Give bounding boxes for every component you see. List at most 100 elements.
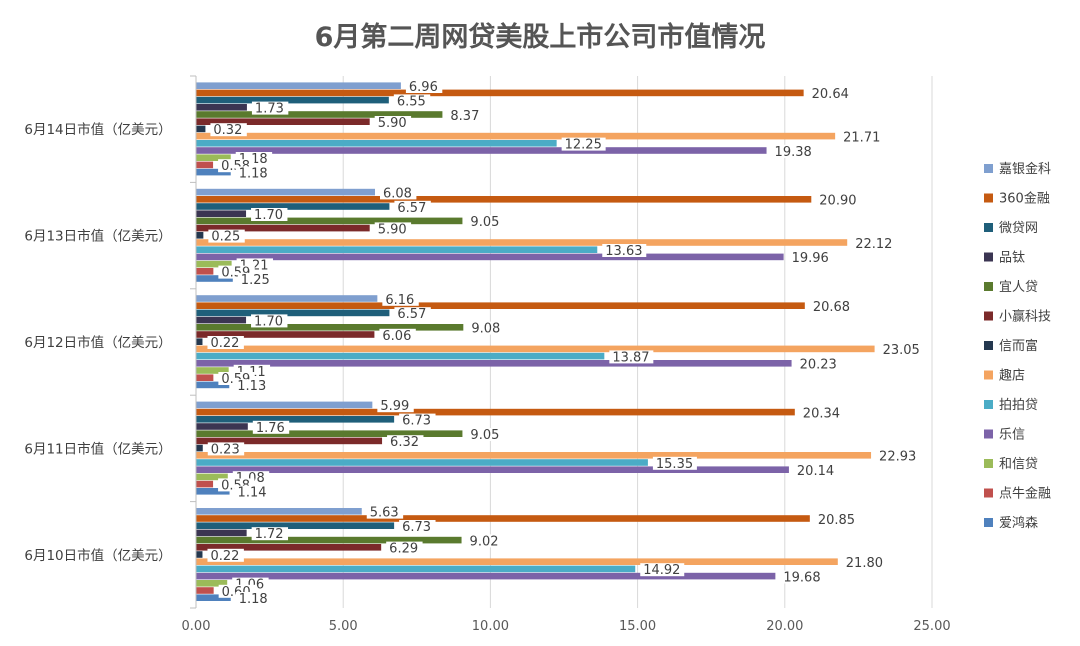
- data-label-background: [405, 80, 443, 93]
- bar: [196, 132, 836, 140]
- bar: [196, 89, 804, 97]
- bar: [196, 331, 375, 338]
- data-label: 0.25: [211, 230, 240, 245]
- bar: [196, 360, 792, 367]
- data-label-background: [251, 208, 288, 221]
- data-label: 6.57: [397, 307, 426, 322]
- legend-label: 拍拍贷: [999, 398, 1038, 413]
- data-label-background: [374, 116, 412, 129]
- data-label-background: [379, 328, 416, 342]
- data-label-background: [771, 144, 816, 158]
- data-label: 6.08: [383, 186, 412, 201]
- bar: [196, 253, 784, 261]
- bar: [196, 452, 872, 459]
- data-label-background: [852, 236, 897, 250]
- data-label: 6.73: [402, 414, 431, 429]
- bar: [196, 96, 389, 104]
- bar: [196, 401, 373, 409]
- bar: [196, 104, 247, 111]
- data-label: 19.68: [783, 570, 820, 585]
- bar: [196, 536, 462, 544]
- bar: [196, 580, 228, 587]
- data-label-background: [809, 300, 854, 313]
- bar: [196, 246, 598, 253]
- bar: [196, 188, 375, 196]
- bar: [196, 352, 605, 360]
- data-label: 5.90: [378, 116, 407, 131]
- data-label: 13.63: [605, 244, 642, 259]
- bar: [196, 488, 230, 495]
- data-label-background: [387, 435, 424, 449]
- bar: [196, 587, 214, 594]
- data-label-background: [235, 592, 273, 605]
- data-label: 9.05: [470, 428, 499, 443]
- data-label: 1.70: [254, 314, 283, 329]
- data-label-background: [652, 456, 697, 470]
- bar: [196, 515, 810, 522]
- data-label-background: [561, 137, 606, 151]
- bar: [196, 345, 875, 353]
- data-label-background: [399, 413, 436, 427]
- legend-label: 品钛: [999, 251, 1025, 266]
- data-label: 22.93: [879, 450, 916, 465]
- data-label: 23.05: [883, 343, 920, 358]
- data-label: 21.71: [843, 130, 880, 145]
- legend-swatch: [984, 193, 993, 203]
- legend-swatch: [984, 488, 993, 498]
- data-label-background: [876, 449, 921, 463]
- bar: [196, 125, 206, 133]
- bar: [196, 544, 382, 551]
- legend-label: 点牛金融: [999, 486, 1051, 502]
- data-label: 20.23: [800, 358, 837, 373]
- legend-label: 和信贷: [999, 457, 1038, 472]
- bar: [196, 381, 230, 389]
- category-label: 6月11日市值（亿美元）: [24, 440, 171, 457]
- legend-swatch: [984, 518, 993, 527]
- data-label: 1.70: [254, 208, 283, 223]
- data-label-background: [796, 357, 841, 371]
- data-label: 20.85: [818, 513, 855, 528]
- data-label: 1.18: [239, 166, 268, 181]
- data-label-background: [467, 428, 504, 441]
- data-label-background: [609, 350, 654, 364]
- data-label: 19.96: [792, 251, 829, 266]
- bar: [196, 324, 464, 331]
- legend-label: 嘉银金科: [999, 161, 1051, 177]
- data-label: 1.18: [239, 592, 268, 607]
- data-label-background: [207, 336, 244, 349]
- legend-swatch: [984, 459, 993, 468]
- legend-swatch: [984, 282, 993, 291]
- legend-swatch: [984, 311, 993, 321]
- data-label: 5.90: [378, 222, 407, 237]
- data-label-background: [399, 520, 436, 533]
- data-label: 15.35: [656, 457, 693, 472]
- bar: [196, 522, 395, 529]
- axes: 0.00 5.00 10.00 15.00 20.00 25.00 6月14日市值（亿美元）…: [24, 75, 951, 634]
- bar: [196, 430, 463, 437]
- data-label-background: [252, 420, 290, 434]
- data-label-background: [210, 123, 247, 137]
- bar: [196, 154, 231, 161]
- data-label-background: [382, 292, 419, 306]
- bar: [196, 367, 229, 374]
- bar: [196, 111, 443, 118]
- data-label-background: [251, 101, 289, 115]
- data-label: 6.06: [382, 329, 411, 344]
- legend-label: 宜人贷: [999, 280, 1038, 295]
- data-label: 20.90: [819, 194, 856, 209]
- category-label: 6月12日市值（亿美元）: [24, 334, 171, 351]
- data-labels: 6.96 20.64 6.55 1.73 8.37 5.90 0.32 21.71 12.25 1…: [207, 80, 924, 607]
- legend-label: 360金融: [999, 191, 1050, 207]
- legend-swatch: [984, 400, 993, 409]
- bar: [196, 196, 812, 203]
- bar: [196, 82, 401, 89]
- bar: [196, 480, 214, 488]
- legend-swatch: [984, 252, 993, 262]
- chart-title: 6月第二周网贷美股上市公司市值情况: [315, 21, 766, 53]
- data-label: 0.32: [213, 123, 242, 138]
- legend-label: 小赢科技: [999, 309, 1051, 325]
- x-tick-label: 20.00: [766, 619, 803, 634]
- legend-swatch: [984, 223, 993, 232]
- data-label: 13.87: [612, 350, 649, 365]
- data-label: 0.23: [211, 442, 240, 457]
